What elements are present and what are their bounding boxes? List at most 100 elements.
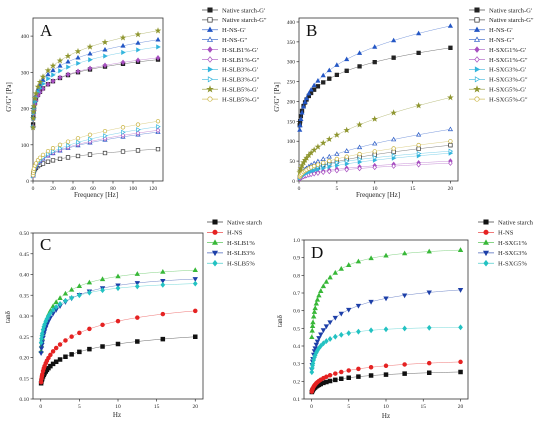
data-point bbox=[65, 139, 71, 144]
data-point bbox=[334, 151, 340, 156]
data-point bbox=[65, 155, 71, 160]
legend-label: H-SLB1%-G" bbox=[222, 57, 260, 64]
series-fit-line bbox=[32, 59, 159, 125]
data-point bbox=[76, 60, 81, 66]
legend-label: H-SXG3%-G" bbox=[489, 77, 528, 84]
data-point bbox=[324, 379, 329, 385]
series-1 bbox=[309, 359, 463, 394]
data-point bbox=[75, 136, 81, 141]
x-tick-label: 40 bbox=[70, 186, 76, 192]
data-point bbox=[416, 150, 422, 157]
data-point bbox=[298, 161, 306, 169]
y-axis-title: tanδ bbox=[276, 314, 284, 327]
legend-label: Native starch bbox=[227, 219, 263, 226]
data-point bbox=[160, 311, 166, 317]
legend-label: H-SLB3%-G" bbox=[222, 77, 260, 84]
data-point bbox=[75, 68, 81, 75]
data-point bbox=[101, 38, 109, 46]
data-point bbox=[458, 369, 463, 375]
data-point bbox=[383, 252, 389, 258]
data-point bbox=[401, 250, 408, 256]
data-point bbox=[320, 156, 326, 161]
y-tick-label: 400 bbox=[21, 34, 30, 40]
data-point bbox=[31, 95, 39, 102]
data-point bbox=[36, 78, 44, 85]
legend-marker bbox=[474, 7, 480, 13]
legend-label: H-SLB5%-G' bbox=[222, 87, 258, 94]
chart-panel-a: 0 20 40 60 80 100 120 0 100 200 300 400 Frequency [H… bbox=[5, 7, 267, 199]
data-point bbox=[391, 136, 397, 142]
data-point bbox=[192, 267, 198, 273]
data-point bbox=[88, 136, 93, 142]
data-point bbox=[356, 374, 361, 379]
series-9 bbox=[297, 139, 453, 179]
data-point bbox=[372, 59, 377, 65]
data-point bbox=[103, 133, 108, 139]
data-point bbox=[75, 54, 81, 60]
series-4 bbox=[309, 324, 463, 376]
legend: Native starch-G' Native starch-G" H-NS-G' H… bbox=[469, 7, 534, 103]
data-point bbox=[135, 339, 140, 344]
data-point bbox=[40, 152, 46, 157]
data-point bbox=[30, 114, 37, 122]
data-point bbox=[316, 292, 322, 298]
data-point bbox=[115, 341, 121, 347]
data-point bbox=[306, 90, 312, 96]
chart-panel-d: 0 5 10 15 20 0.1 0.2 0.3 0.4 0.5 0.6 0.7 0.8 0.9 1.0 Hz… bbox=[276, 219, 534, 420]
data-point bbox=[314, 296, 321, 302]
data-point bbox=[160, 281, 166, 288]
data-point bbox=[383, 326, 389, 333]
data-point bbox=[458, 359, 463, 365]
chart-panel-b: 0 5 10 15 20050100150200250300350400Frequenc… bbox=[273, 7, 534, 199]
data-point bbox=[338, 311, 344, 317]
y-tick-label: 250 bbox=[287, 80, 296, 86]
data-point bbox=[87, 50, 93, 56]
y-axis-title: G'/G" [Pa] bbox=[273, 82, 281, 112]
data-point bbox=[33, 99, 38, 105]
legend-marker bbox=[207, 7, 213, 13]
legend-label: H-SXG5% bbox=[498, 261, 527, 268]
data-point bbox=[57, 142, 63, 147]
x-tick-label: 10 bbox=[115, 404, 121, 410]
data-point bbox=[402, 362, 407, 367]
legend-marker bbox=[474, 46, 480, 53]
data-point bbox=[334, 167, 340, 174]
series-4 bbox=[38, 280, 198, 346]
data-point bbox=[447, 126, 454, 132]
legend-label: H-NS-G' bbox=[489, 27, 513, 34]
data-point bbox=[447, 23, 454, 28]
data-point bbox=[297, 127, 303, 132]
data-point bbox=[339, 369, 344, 375]
data-point bbox=[63, 354, 68, 360]
data-point bbox=[327, 76, 332, 81]
data-point bbox=[77, 330, 82, 336]
data-point bbox=[64, 52, 72, 59]
y-tick-label: 0.1 bbox=[293, 397, 300, 403]
data-point bbox=[401, 293, 408, 299]
data-point bbox=[34, 83, 42, 90]
data-point bbox=[311, 309, 318, 314]
x-tick-label: 0 bbox=[39, 404, 42, 410]
data-point bbox=[333, 131, 341, 138]
data-point bbox=[160, 336, 166, 342]
data-point bbox=[318, 342, 324, 349]
data-point bbox=[447, 94, 454, 101]
data-point bbox=[53, 299, 59, 305]
data-point bbox=[312, 305, 318, 311]
series-1 bbox=[30, 146, 161, 178]
data-point bbox=[303, 154, 310, 161]
legend-label: H-SLB5% bbox=[227, 261, 255, 268]
y-tick-label: 150 bbox=[287, 119, 296, 125]
data-point bbox=[314, 339, 321, 345]
series-2 bbox=[297, 23, 454, 132]
data-point bbox=[155, 127, 161, 134]
legend-marker bbox=[474, 17, 480, 23]
data-point bbox=[160, 278, 166, 284]
series-5 bbox=[30, 127, 161, 179]
data-point bbox=[49, 62, 57, 69]
data-point bbox=[63, 338, 68, 343]
data-point bbox=[313, 300, 319, 306]
y-tick-label: 0.6 bbox=[293, 309, 300, 315]
x-tick-label: 100 bbox=[129, 186, 138, 192]
legend-label: H-NS bbox=[498, 230, 514, 237]
